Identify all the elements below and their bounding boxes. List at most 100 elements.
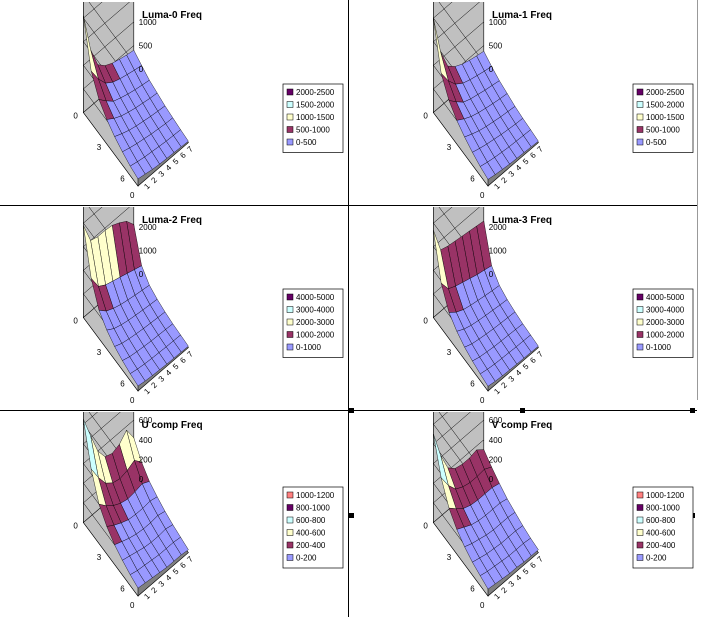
resize-handle-side-left[interactable] — [349, 513, 354, 518]
z-tick-label: 1000 — [489, 247, 507, 256]
legend-entry: 2000-3000 — [296, 318, 335, 327]
column-tick-label: 2 — [149, 380, 159, 390]
chart-title: Luma-2 Freq — [142, 215, 202, 226]
legend-entry: 3000-4000 — [296, 306, 335, 315]
legend-swatch — [636, 138, 644, 146]
legend-entry: 2000-3000 — [646, 318, 685, 327]
surface-cell — [129, 368, 146, 387]
chart-title: U comp Freq — [141, 420, 202, 431]
column-tick-label: 6 — [178, 560, 188, 570]
column-tick-label: 6 — [528, 355, 538, 365]
column-tick-label: 5 — [521, 157, 531, 167]
legend-swatch — [286, 293, 294, 301]
chart-luma-2: Luma-2 Freq01000200030004000500012345670… — [0, 207, 345, 405]
column-tick-label: 5 — [171, 157, 181, 167]
column-tick-label: 7 — [185, 349, 195, 359]
column-tick-label: 4 — [164, 368, 174, 378]
legend-swatch — [286, 113, 294, 121]
resize-handle-left[interactable] — [349, 408, 354, 413]
origin-tick-label: 0 — [480, 601, 485, 610]
z-tick-label: 600 — [139, 416, 153, 425]
column-tick-label: 5 — [171, 567, 181, 577]
legend-swatch — [286, 541, 294, 549]
legend-entry: 4000-5000 — [646, 293, 685, 302]
column-tick-label: 6 — [528, 560, 538, 570]
z-tick-label: 600 — [489, 416, 503, 425]
column-tick-label: 7 — [185, 554, 195, 564]
column-tick-label: 5 — [521, 567, 531, 577]
row-tick-label: 0 — [73, 522, 78, 531]
z-tick-label: 400 — [139, 436, 153, 445]
z-tick-label: 1000 — [489, 18, 507, 27]
legend-entry: 2000-2500 — [646, 88, 685, 97]
column-tick-label: 1 — [142, 181, 152, 191]
z-tick-label: 200 — [489, 455, 503, 464]
chart-svg: Luma-2 Freq01000200030004000500012345670… — [73, 207, 344, 405]
chart-luma-3: Luma-3 Freq01000200030004000500012345670… — [350, 207, 695, 405]
row-tick-label: 6 — [470, 585, 475, 594]
z-tick-label: 1000 — [139, 247, 157, 256]
z-tick-label: 0 — [139, 65, 144, 74]
legend-swatch — [636, 529, 644, 536]
legend-entry: 1000-1200 — [646, 491, 685, 500]
column-tick-label: 5 — [171, 362, 181, 372]
legend-swatch — [286, 554, 294, 561]
column-tick-label: 3 — [157, 374, 167, 384]
z-tick-label: 2000 — [139, 223, 157, 232]
chart-title: Luma-1 Freq — [492, 10, 552, 21]
z-tick-label: 0 — [489, 65, 494, 74]
resize-handle-right[interactable] — [690, 408, 695, 413]
row-tick-label: 6 — [120, 175, 125, 184]
column-tick-label: 4 — [164, 163, 174, 173]
column-tick-label: 3 — [507, 579, 517, 589]
resize-handle-middle[interactable] — [520, 408, 525, 413]
legend-entry: 3000-4000 — [646, 306, 685, 315]
surface-cell — [479, 369, 496, 387]
column-tick-label: 3 — [507, 374, 517, 384]
column-tick-label: 7 — [185, 144, 195, 154]
legend-swatch — [286, 101, 294, 108]
legend-entry: 4000-5000 — [296, 293, 335, 302]
column-tick-label: 2 — [149, 585, 159, 595]
legend-swatch — [636, 113, 644, 121]
z-tick-label: 1000 — [139, 18, 157, 27]
column-tick-label: 2 — [499, 380, 509, 390]
chart-gridline — [438, 412, 489, 479]
z-tick-label: 0 — [489, 270, 494, 279]
row-tick-label: 6 — [120, 380, 125, 389]
row-tick-label: 3 — [97, 348, 102, 357]
column-tick-label: 1 — [142, 386, 152, 396]
z-tick-label: 0 — [489, 475, 494, 484]
row-tick-label: 0 — [423, 112, 428, 121]
horizontal-divider-middle — [0, 410, 697, 411]
z-tick-label: 3000 — [489, 207, 507, 208]
z-tick-label: 500 — [139, 42, 153, 51]
legend-swatch — [286, 318, 294, 326]
legend-entry: 800-1000 — [646, 504, 680, 513]
row-tick-label: 3 — [447, 553, 452, 562]
vertical-divider — [348, 0, 349, 617]
column-tick-label: 3 — [157, 169, 167, 179]
chart-svg: Luma-1 Freq05001000150020002500123456703… — [423, 2, 694, 200]
surface-cell — [479, 571, 496, 590]
row-tick-label: 3 — [97, 143, 102, 152]
column-tick-label: 7 — [535, 144, 545, 154]
legend-swatch — [636, 541, 644, 549]
legend-swatch — [636, 554, 644, 561]
row-tick-label: 0 — [423, 522, 428, 531]
legend-swatch — [286, 88, 294, 96]
chart-v-comp: V comp Freq02004006008001000120012345670… — [350, 412, 695, 610]
chart-gridline — [438, 2, 489, 69]
row-tick-label: 0 — [423, 317, 428, 326]
chart-title: Luma-3 Freq — [492, 215, 552, 226]
legend-entry: 2000-2500 — [296, 88, 335, 97]
legend-swatch — [286, 331, 294, 338]
origin-tick-label: 0 — [480, 396, 485, 405]
column-tick-label: 2 — [149, 175, 159, 185]
row-tick-label: 6 — [470, 380, 475, 389]
column-tick-label: 2 — [499, 585, 509, 595]
legend-swatch — [286, 491, 294, 499]
surface-cell — [129, 161, 146, 180]
legend-entry: 0-1000 — [646, 343, 671, 352]
column-tick-label: 7 — [535, 349, 545, 359]
